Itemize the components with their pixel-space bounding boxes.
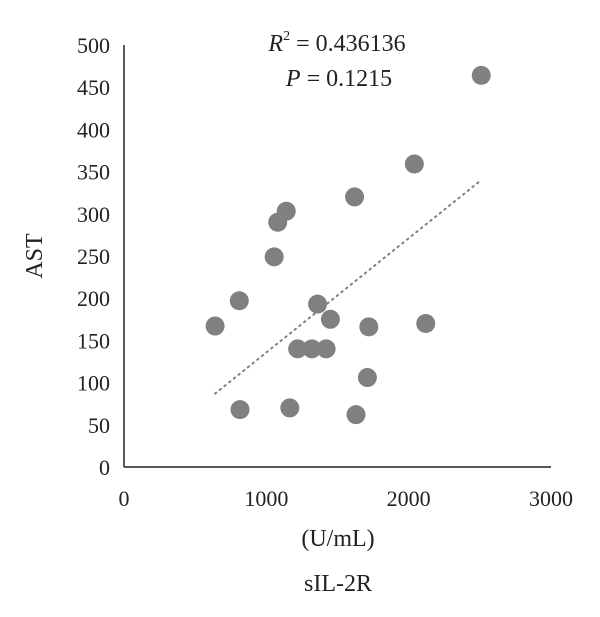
- data-point: [471, 65, 491, 85]
- y-tick-label: 400: [77, 117, 110, 142]
- y-tick-label: 300: [77, 202, 110, 227]
- r-squared-annotation: R2 = 0.436136: [267, 29, 405, 57]
- x-tick-label: 1000: [244, 486, 288, 511]
- data-point: [404, 154, 424, 174]
- plot-axes: [123, 45, 551, 468]
- p-value: = 0.1215: [301, 66, 393, 92]
- data-point: [288, 339, 308, 359]
- y-tick-label: 500: [77, 33, 110, 58]
- data-point: [205, 316, 225, 336]
- r-squared-symbol: R: [267, 31, 283, 57]
- p-symbol: P: [285, 66, 301, 92]
- y-tick-label: 100: [77, 371, 110, 396]
- data-point: [416, 314, 436, 334]
- x-tick-label: 2000: [387, 486, 431, 511]
- y-tick-label: 50: [88, 413, 110, 438]
- x-axis-subtitle: sIL-2R: [304, 571, 372, 597]
- p-value-annotation: P = 0.1215: [285, 66, 392, 92]
- data-point: [280, 398, 300, 418]
- x-tick-labels: 0 1000 2000 3000: [119, 486, 574, 511]
- x-tick-label: 3000: [529, 486, 573, 511]
- data-point: [320, 309, 340, 329]
- y-tick-label: 200: [77, 286, 110, 311]
- data-point: [357, 368, 377, 388]
- data-point: [345, 187, 365, 207]
- y-tick-labels: 0 50 100 150 200 250 300 350 400 450 500: [77, 33, 110, 480]
- data-point: [346, 405, 366, 425]
- data-point: [302, 339, 322, 359]
- trendline: [214, 179, 483, 395]
- x-tick-label: 0: [119, 486, 130, 511]
- data-point: [359, 317, 379, 337]
- y-tick-label: 350: [77, 160, 110, 185]
- trendline-group: [214, 179, 483, 395]
- data-points: [205, 65, 491, 425]
- data-point: [230, 400, 250, 420]
- y-tick-label: 0: [99, 455, 110, 480]
- y-tick-label: 450: [77, 75, 110, 100]
- data-point: [229, 291, 249, 311]
- data-point: [276, 201, 296, 221]
- data-point: [264, 247, 284, 267]
- y-tick-label: 150: [77, 328, 110, 353]
- data-point: [316, 339, 336, 359]
- y-tick-label: 250: [77, 244, 110, 269]
- y-axis-title: AST: [22, 233, 48, 279]
- r-squared-value: = 0.436136: [290, 31, 406, 57]
- x-axis-title: (U/mL): [301, 526, 374, 552]
- r-squared-exponent: 2: [283, 29, 290, 44]
- data-point: [308, 294, 328, 314]
